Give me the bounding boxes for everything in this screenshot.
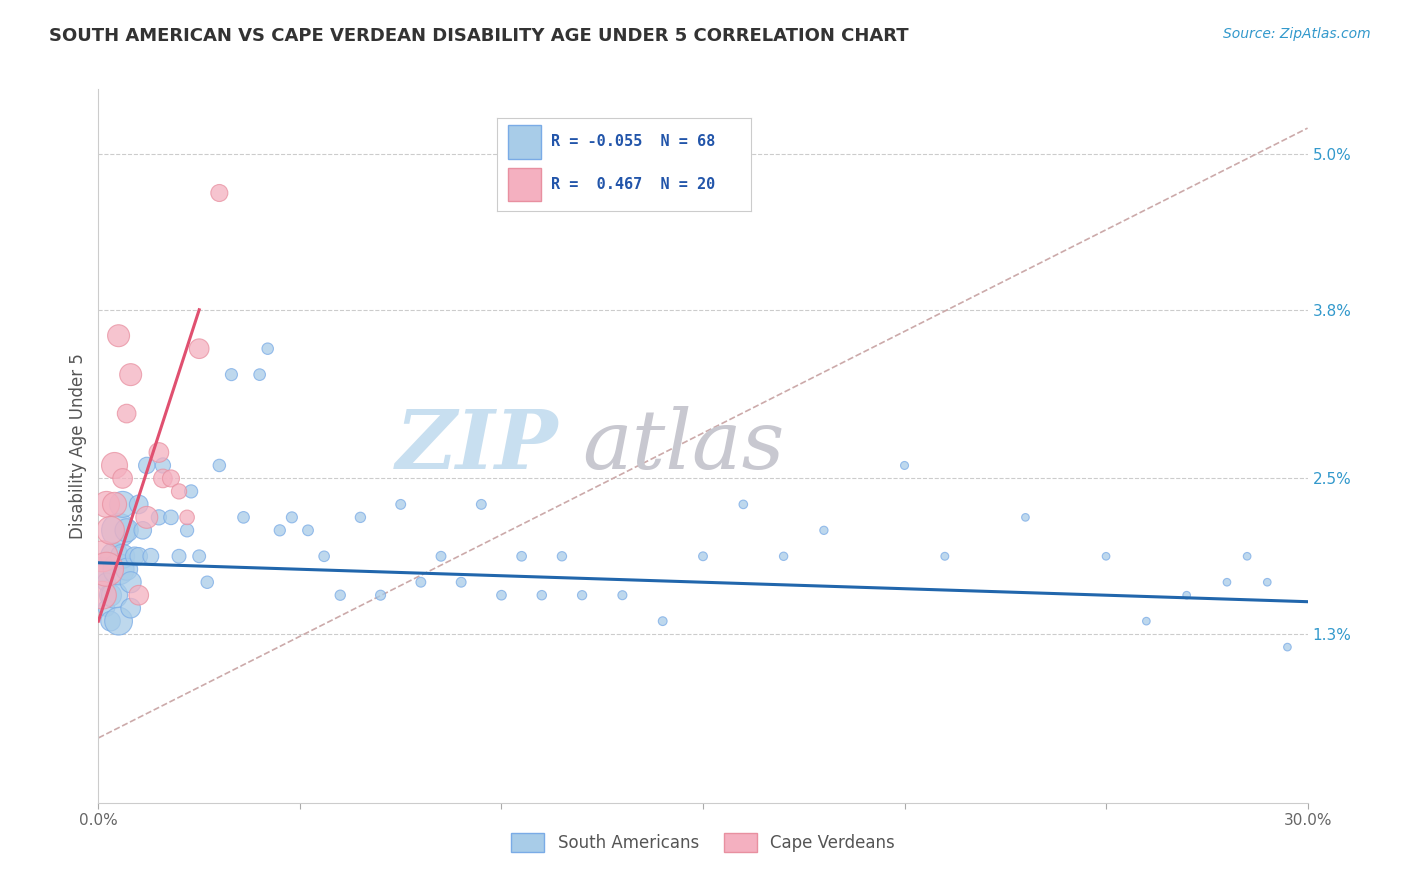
Point [176,510,198,524]
Point [120,601,142,615]
Point [111,497,134,511]
Point [135,458,157,473]
Point [208,458,231,473]
Point [530,588,553,602]
Point [409,575,432,590]
Point [510,549,533,564]
Point [96,562,118,576]
Point [297,524,319,538]
Text: ZIP: ZIP [395,406,558,486]
Point [132,524,155,538]
Point [91,549,114,564]
Point [107,328,129,343]
Point [208,186,231,200]
Point [124,549,146,564]
Point [120,368,142,382]
Point [450,575,472,590]
Y-axis label: Disability Age Under 5: Disability Age Under 5 [69,353,87,539]
Point [221,368,243,382]
Point [160,471,183,485]
Point [281,510,304,524]
Point [188,549,211,564]
Point [349,510,371,524]
Point [100,524,122,538]
Point [269,524,291,538]
Point [107,524,129,538]
Point [813,524,835,538]
Point [893,458,915,473]
Point [96,575,118,590]
Point [107,614,129,628]
Point [934,549,956,564]
Point [148,510,170,524]
Point [115,562,138,576]
Point [370,588,392,602]
Point [111,549,134,564]
Point [470,497,492,511]
Point [256,342,278,356]
Point [148,445,170,459]
Point [1175,588,1198,602]
Text: SOUTH AMERICAN VS CAPE VERDEAN DISABILITY AGE UNDER 5 CORRELATION CHART: SOUTH AMERICAN VS CAPE VERDEAN DISABILIT… [49,27,908,45]
Point [128,588,150,602]
Point [1277,640,1299,654]
Point [772,549,794,564]
Point [128,549,150,564]
Point [314,549,336,564]
Point [91,588,114,602]
Point [1236,549,1258,564]
Point [160,510,183,524]
Legend: South Americans, Cape Verdeans: South Americans, Cape Verdeans [505,826,901,859]
Point [111,471,134,485]
Point [115,407,138,421]
Point [195,575,218,590]
Point [1216,575,1239,590]
Point [249,368,271,382]
Point [188,342,211,356]
Point [232,510,254,524]
Point [430,549,453,564]
Point [651,614,673,628]
Point [152,458,174,473]
Point [96,601,118,615]
Point [571,588,593,602]
Point [103,458,125,473]
Point [107,562,129,576]
Point [120,575,142,590]
Point [128,497,150,511]
Point [733,497,755,511]
Point [1135,614,1157,628]
Point [139,549,162,564]
Point [100,588,122,602]
Point [167,484,190,499]
Point [1256,575,1278,590]
Point [176,524,198,538]
Point [100,614,122,628]
Point [103,497,125,511]
Point [1014,510,1036,524]
Point [389,497,412,511]
Point [491,588,513,602]
Point [103,588,125,602]
Point [692,549,714,564]
Point [135,510,157,524]
Point [612,588,634,602]
Text: Source: ZipAtlas.com: Source: ZipAtlas.com [1223,27,1371,41]
Point [167,549,190,564]
Point [551,549,574,564]
Point [180,484,202,499]
Text: atlas: atlas [582,406,785,486]
Point [91,562,114,576]
Point [96,497,118,511]
Point [1095,549,1118,564]
Point [115,524,138,538]
Point [329,588,352,602]
Point [103,549,125,564]
Point [152,471,174,485]
